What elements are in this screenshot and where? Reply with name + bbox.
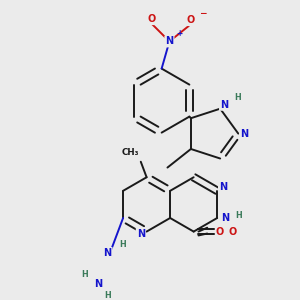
Text: N: N [220,100,228,110]
Text: +: + [176,29,182,38]
Text: N: N [94,279,102,289]
Text: O: O [216,226,224,237]
Text: N: N [165,36,173,46]
Text: N: N [240,129,248,139]
Text: CH₃: CH₃ [121,148,139,157]
Text: H: H [234,92,241,101]
Text: O: O [228,226,237,237]
Text: N: N [103,248,112,258]
Text: H: H [104,291,111,300]
Text: O: O [148,14,156,24]
Text: −: − [199,9,206,18]
Text: N: N [221,213,229,223]
Text: N: N [219,182,227,192]
Text: H: H [235,211,242,220]
Text: H: H [81,270,88,279]
Text: N: N [137,229,145,238]
Text: O: O [187,15,195,25]
Text: H: H [120,240,127,249]
